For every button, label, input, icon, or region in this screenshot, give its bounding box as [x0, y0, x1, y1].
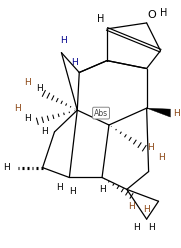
Text: H: H — [148, 222, 155, 232]
Text: H: H — [173, 109, 180, 118]
Text: H: H — [99, 185, 105, 194]
Text: H: H — [147, 143, 154, 152]
Text: H: H — [14, 104, 21, 113]
Text: Abs: Abs — [94, 109, 108, 118]
Text: H: H — [41, 127, 48, 136]
Text: H: H — [24, 114, 31, 123]
Text: H: H — [160, 8, 167, 18]
Text: H: H — [36, 84, 43, 93]
Text: H: H — [71, 58, 78, 67]
Text: H: H — [133, 222, 140, 232]
Text: H: H — [69, 187, 76, 196]
Text: H: H — [128, 202, 135, 211]
Text: O: O — [147, 10, 156, 20]
Text: H: H — [24, 78, 31, 87]
Text: H: H — [158, 153, 165, 162]
Text: H: H — [97, 14, 105, 24]
Text: H: H — [3, 163, 10, 172]
Text: H: H — [60, 36, 67, 45]
Text: H: H — [56, 183, 63, 192]
Text: H: H — [143, 205, 150, 214]
Polygon shape — [147, 108, 170, 117]
